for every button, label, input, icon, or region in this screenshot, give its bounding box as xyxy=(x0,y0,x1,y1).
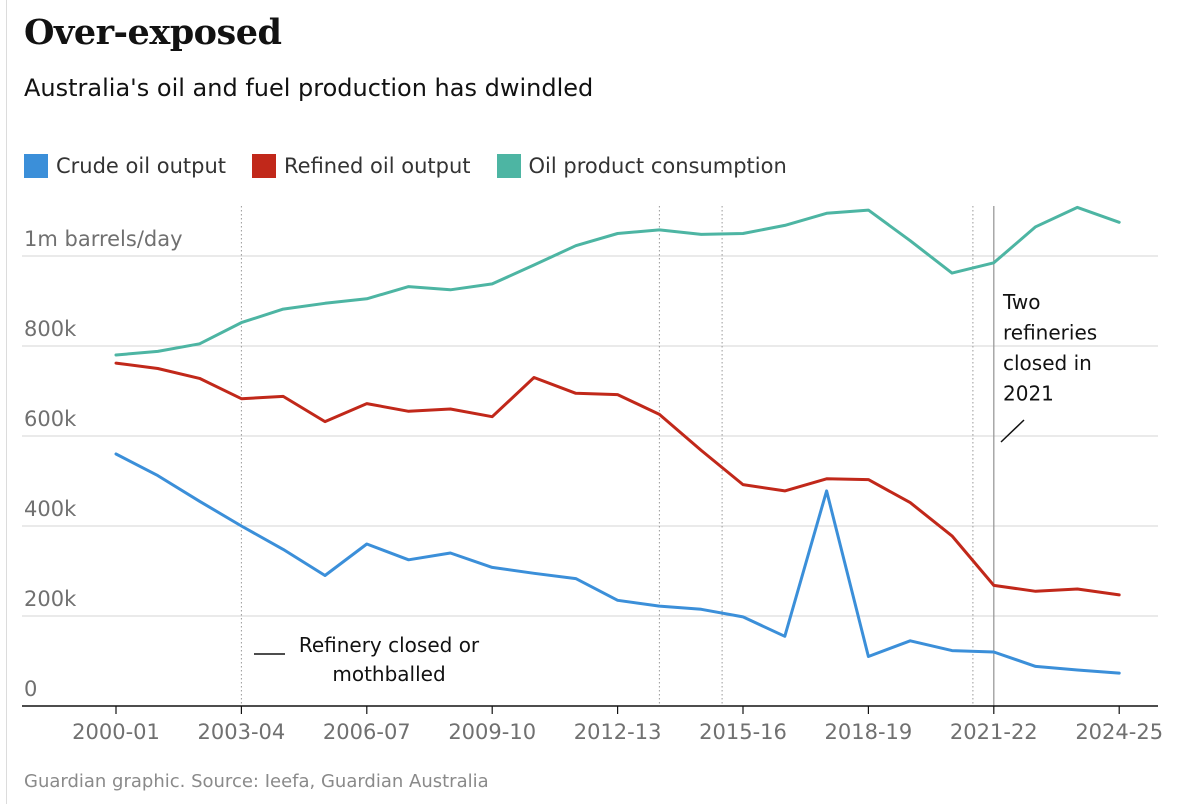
x-tick-label: 2009-10 xyxy=(448,720,536,744)
series-line-refined xyxy=(114,361,1121,597)
refinery-annotation-text: Refinery closed or xyxy=(299,633,480,657)
y-tick-label: 200k xyxy=(24,587,77,611)
legend-item-crude: Crude oil output xyxy=(24,154,226,178)
series-lines xyxy=(114,205,1121,675)
annotation-pointer xyxy=(1000,419,1025,443)
legend-label-refined: Refined oil output xyxy=(284,154,471,178)
legend-swatch-crude xyxy=(24,154,48,178)
y-tick-label: 800k xyxy=(24,317,77,341)
chart-subtitle: Australia's oil and fuel production has … xyxy=(24,74,594,102)
y-axis-labels: 0 200k 400k 600k 800k 1m barrels/day xyxy=(24,227,183,701)
y-tick-label: 400k xyxy=(24,497,77,521)
x-tick-label: 2000-01 xyxy=(72,720,160,744)
two-refineries-annotation-text: Two xyxy=(1002,290,1041,314)
y-tick-label: 600k xyxy=(24,407,77,431)
legend-item-consumption: Oil product consumption xyxy=(496,154,787,178)
two-refineries-annotation-text: closed in xyxy=(1003,351,1092,375)
refinery-closure-lines xyxy=(240,206,995,706)
x-tick-label: 2006-07 xyxy=(323,720,411,744)
x-tick-label: 2024-25 xyxy=(1075,720,1163,744)
refinery-annotation-text: mothballed xyxy=(332,662,445,686)
x-tick-label: 2003-04 xyxy=(198,720,286,744)
gridlines xyxy=(22,255,1158,617)
chart-title: Over-exposed xyxy=(24,12,282,53)
series-line-consumption xyxy=(114,205,1121,357)
y-tick-label: 1m barrels/day xyxy=(24,227,183,251)
two-refineries-annotation-text: 2021 xyxy=(1003,382,1054,406)
x-tick-label: 2015-16 xyxy=(699,720,787,744)
legend-label-crude: Crude oil output xyxy=(56,154,226,178)
x-axis: 2000-01 2003-04 2006-07 2009-10 2012-13 2015-… xyxy=(22,705,1163,744)
annotations: Refinery closed or mothballed Two refinerie… xyxy=(254,290,1097,686)
y-tick-label: 0 xyxy=(24,677,37,701)
legend-swatch-refined xyxy=(252,154,276,178)
x-tick-label: 2018-19 xyxy=(825,720,913,744)
left-border xyxy=(6,0,7,804)
source-note: Guardian graphic. Source: Ieefa, Guardia… xyxy=(24,771,489,792)
legend: Crude oil output Refined oil output Oil … xyxy=(24,154,813,178)
x-tick-label: 2012-13 xyxy=(574,720,662,744)
legend-label-consumption: Oil product consumption xyxy=(528,154,787,178)
legend-swatch-consumption xyxy=(496,154,521,178)
two-refineries-annotation-text: refineries xyxy=(1003,321,1097,345)
legend-item-refined: Refined oil output xyxy=(252,154,471,178)
series-line-crude xyxy=(114,452,1121,675)
x-tick-label: 2021-22 xyxy=(950,720,1038,744)
